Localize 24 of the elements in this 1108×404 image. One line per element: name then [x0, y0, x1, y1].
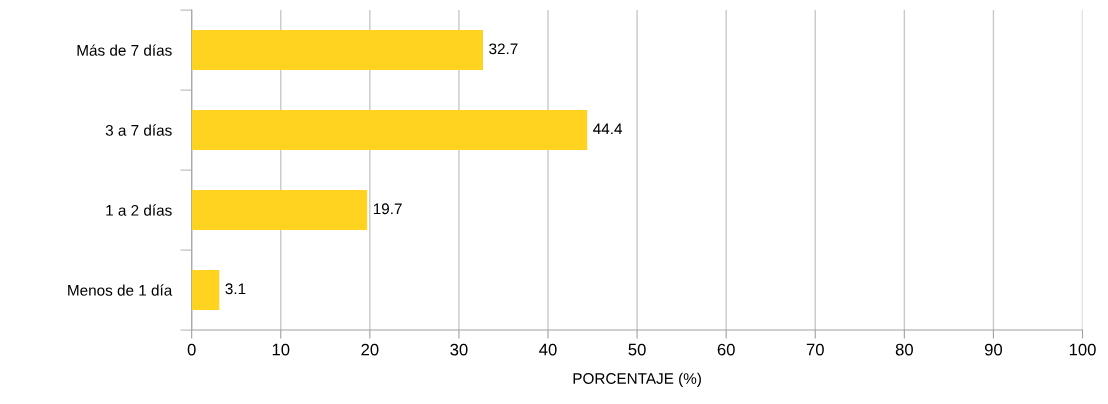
x-axis-title: PORCENTAJE (%): [573, 372, 701, 387]
x-tick-label: 0: [187, 343, 196, 356]
x-tick-label: 70: [806, 343, 824, 356]
x-tick-label: 60: [717, 343, 735, 356]
x-tick-label: 90: [984, 343, 1003, 356]
y-tick-label: Más de 7 días: [77, 44, 172, 56]
y-tick-label: 3 a 7 días: [105, 124, 172, 136]
x-tick-label: 10: [272, 343, 290, 356]
data-label: 19.7: [373, 203, 402, 215]
x-tick-label: 20: [361, 343, 379, 356]
x-tick-label: 40: [539, 343, 557, 356]
y-tick-label: 1 a 2 días: [106, 204, 172, 216]
data-label: 3.1: [225, 283, 246, 295]
x-tick-label: 100: [1069, 343, 1096, 356]
bar: [191, 190, 368, 231]
bar: [191, 270, 220, 311]
x-tick-label: 50: [628, 343, 646, 356]
data-label: 44.4: [593, 123, 623, 135]
x-tick-label: 30: [450, 343, 468, 356]
x-tick-label: 80: [895, 343, 913, 356]
bar: [191, 110, 588, 151]
y-tick-label: Menos de 1 día: [68, 284, 173, 296]
bar: [191, 30, 483, 71]
data-label: 32.7: [489, 43, 518, 55]
